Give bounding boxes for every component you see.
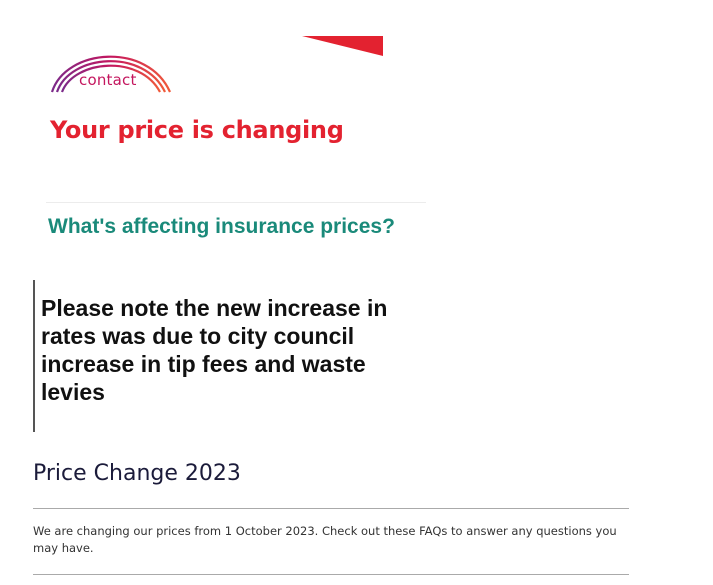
- section-divider-bottom: [33, 574, 629, 575]
- quote-bar: [33, 280, 35, 432]
- logo-wordmark: contact: [79, 71, 137, 89]
- rainbow-arc-icon: [50, 55, 172, 93]
- insurance-prices-heading: What's affecting insurance prices?: [48, 215, 395, 238]
- section-body: We are changing our prices from 1 Octobe…: [33, 524, 617, 555]
- contact-logo[interactable]: contact: [48, 44, 174, 96]
- price-note: Please note the new increase in rates wa…: [41, 295, 388, 405]
- red-corner-flag: [302, 36, 383, 56]
- divider: [46, 202, 426, 203]
- hero-title: Your price is changing: [50, 116, 344, 144]
- section-title: Price Change 2023: [33, 461, 241, 486]
- section-divider-top: [33, 508, 629, 509]
